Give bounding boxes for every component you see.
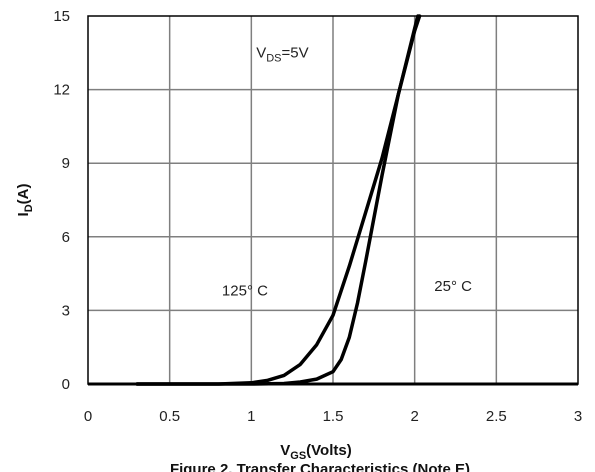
x-tick-label: 3 <box>574 408 582 425</box>
annotation-25c: 25° C <box>434 278 472 295</box>
y-axis-title: ID(A) <box>15 184 35 217</box>
x-tick-label: 0.5 <box>159 408 180 425</box>
x-tick-label: 1 <box>247 408 255 425</box>
y-tick-label: 3 <box>62 302 70 319</box>
x-tick-labels: 0 0.5 1 1.5 2 2.5 3 <box>84 408 582 425</box>
y-tick-label: 9 <box>62 155 70 172</box>
y-tick-label: 6 <box>62 229 70 246</box>
x-tick-label: 2 <box>410 408 418 425</box>
y-tick-label: 12 <box>53 82 70 99</box>
x-tick-label: 1.5 <box>323 408 344 425</box>
plot-frame <box>87 15 579 385</box>
x-axis-title: VGS(Volts) <box>280 442 351 462</box>
y-tick-labels: 0 3 6 9 12 15 <box>53 8 70 393</box>
y-tick-label: 0 <box>62 376 70 393</box>
x-tick-label: 0 <box>84 408 92 425</box>
figure-caption: Figure 2. Transfer Characteristics (Note… <box>170 461 470 472</box>
annotation-vds: VDS=5V <box>256 45 308 65</box>
annotation-125c: 125° C <box>222 283 268 300</box>
y-tick-label: 15 <box>53 8 70 25</box>
x-tick-label: 2.5 <box>486 408 507 425</box>
